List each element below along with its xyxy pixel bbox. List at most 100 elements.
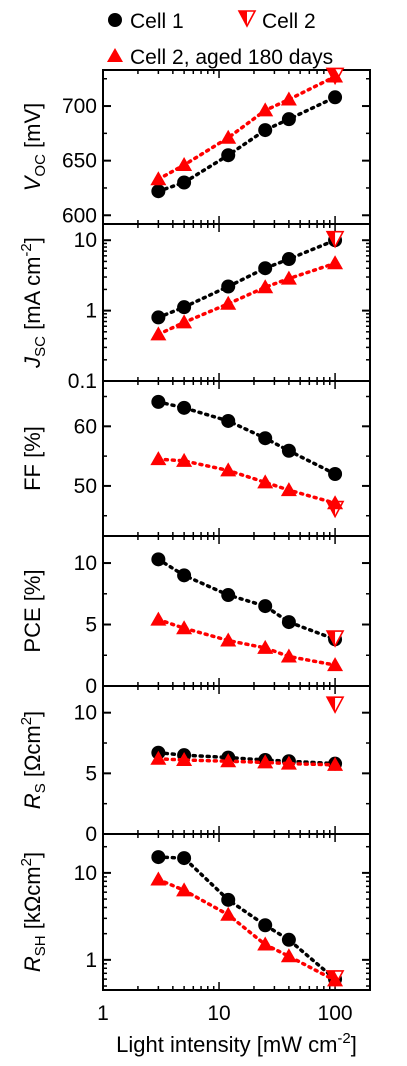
data-point: [177, 851, 192, 866]
data-point: [151, 184, 166, 199]
data-point: [325, 230, 345, 249]
data-point: [150, 326, 167, 341]
y-tick-label: 0.1: [68, 370, 97, 393]
data-point: [150, 871, 167, 886]
data-point: [327, 255, 344, 270]
data-point: [258, 123, 273, 138]
y-tick-label: 1: [85, 300, 97, 323]
y-tick-label: 5: [85, 614, 97, 637]
legend-label-3: Cell 2, aged 180 days: [130, 46, 333, 69]
data-point: [281, 443, 296, 458]
data-point: [150, 451, 167, 466]
data-point: [281, 615, 296, 630]
data-point: [177, 300, 192, 315]
data-point: [220, 753, 237, 768]
y-axis-label-pce: PCE [%]: [20, 569, 45, 652]
data-point: [151, 850, 166, 865]
x-tick-label: 100: [318, 1002, 353, 1025]
data-point: [280, 270, 297, 285]
data-point: [257, 936, 274, 951]
legend-marker-3: [107, 48, 123, 62]
data-point: [176, 452, 193, 467]
data-point: [151, 552, 166, 567]
data-point: [221, 279, 236, 294]
data-point: [280, 948, 297, 963]
data-point: [327, 972, 344, 987]
data-point: [221, 892, 236, 907]
panel-voc: 600 650 700 VOC [mV]: [20, 67, 371, 227]
data-point: [325, 630, 345, 648]
y-tick-label: 650: [62, 150, 97, 173]
data-point: [257, 754, 274, 769]
data-point: [176, 882, 193, 897]
y-tick-label: 700: [62, 95, 97, 118]
legend: Cell 1 Cell 2 Cell 2, aged 180 days: [107, 10, 333, 69]
y-axis-label-ff: FF [%]: [20, 426, 45, 491]
data-point: [257, 102, 274, 117]
legend-marker-1: [108, 13, 122, 27]
data-point: [176, 620, 193, 635]
panel-rsh: 1 10 RSH [kΩcm2]: [18, 833, 371, 991]
series-line: [156, 855, 337, 981]
y-tick-label: 10: [74, 552, 97, 575]
x-tick-label: 1: [97, 1002, 109, 1025]
data-point: [220, 129, 237, 144]
data-point: [280, 91, 297, 106]
x-tick-label: 10: [207, 1002, 230, 1025]
data-point: [258, 261, 273, 276]
data-point: [257, 279, 274, 294]
y-tick-label: 1: [85, 949, 97, 972]
data-point: [258, 599, 273, 614]
data-point: [258, 431, 273, 446]
y-axis-label-rs: RS [Ωcm2]: [18, 711, 49, 809]
data-point: [327, 68, 344, 83]
data-point: [150, 171, 167, 186]
y-tick-label: 0: [85, 675, 97, 698]
y-tick-label: 10: [74, 702, 97, 725]
legend-label-1: Cell 1: [130, 10, 184, 33]
y-tick-label: 10: [74, 229, 97, 252]
data-point: [281, 252, 296, 267]
y-tick-label: 600: [62, 204, 97, 227]
data-point: [281, 932, 296, 947]
y-tick-label: 50: [74, 475, 97, 498]
data-point: [328, 90, 343, 105]
data-point: [220, 462, 237, 477]
data-point: [177, 175, 192, 190]
data-point: [327, 495, 344, 510]
data-point: [281, 112, 296, 127]
data-point: [280, 755, 297, 770]
data-point: [151, 310, 166, 325]
series-line: [156, 877, 337, 983]
y-axis-label-rsh: RSH [kΩcm2]: [18, 852, 49, 972]
y-tick-label: 60: [74, 415, 97, 438]
data-point: [257, 639, 274, 654]
x-axis: 1 10 100 Light intensity [mW cm-2]: [97, 1002, 357, 1057]
x-axis-label: Light intensity [mW cm-2]: [116, 1030, 357, 1057]
data-point: [221, 588, 236, 603]
data-point: [176, 157, 193, 172]
y-axis-label-jsc: JSC [mA cm-2]: [18, 237, 49, 369]
data-point: [257, 474, 274, 489]
data-point: [150, 750, 167, 765]
data-point: [176, 752, 193, 766]
panel-frame: [102, 380, 371, 537]
data-point: [220, 632, 237, 647]
data-point: [258, 918, 273, 933]
data-point: [177, 400, 192, 415]
data-point: [328, 467, 343, 481]
panel-frame: [102, 833, 371, 991]
data-point: [151, 394, 166, 409]
data-point: [280, 648, 297, 663]
y-tick-label: 0: [85, 823, 97, 846]
y-tick-label: 10: [74, 862, 97, 885]
legend-marker-2: [237, 10, 257, 28]
panel-frame: [102, 223, 371, 382]
y-axis-label-voc: VOC [mV]: [20, 103, 49, 192]
series-line: [156, 617, 337, 667]
legend-label-2: Cell 2: [262, 10, 316, 33]
data-point: [280, 482, 297, 497]
data-point: [177, 568, 192, 583]
